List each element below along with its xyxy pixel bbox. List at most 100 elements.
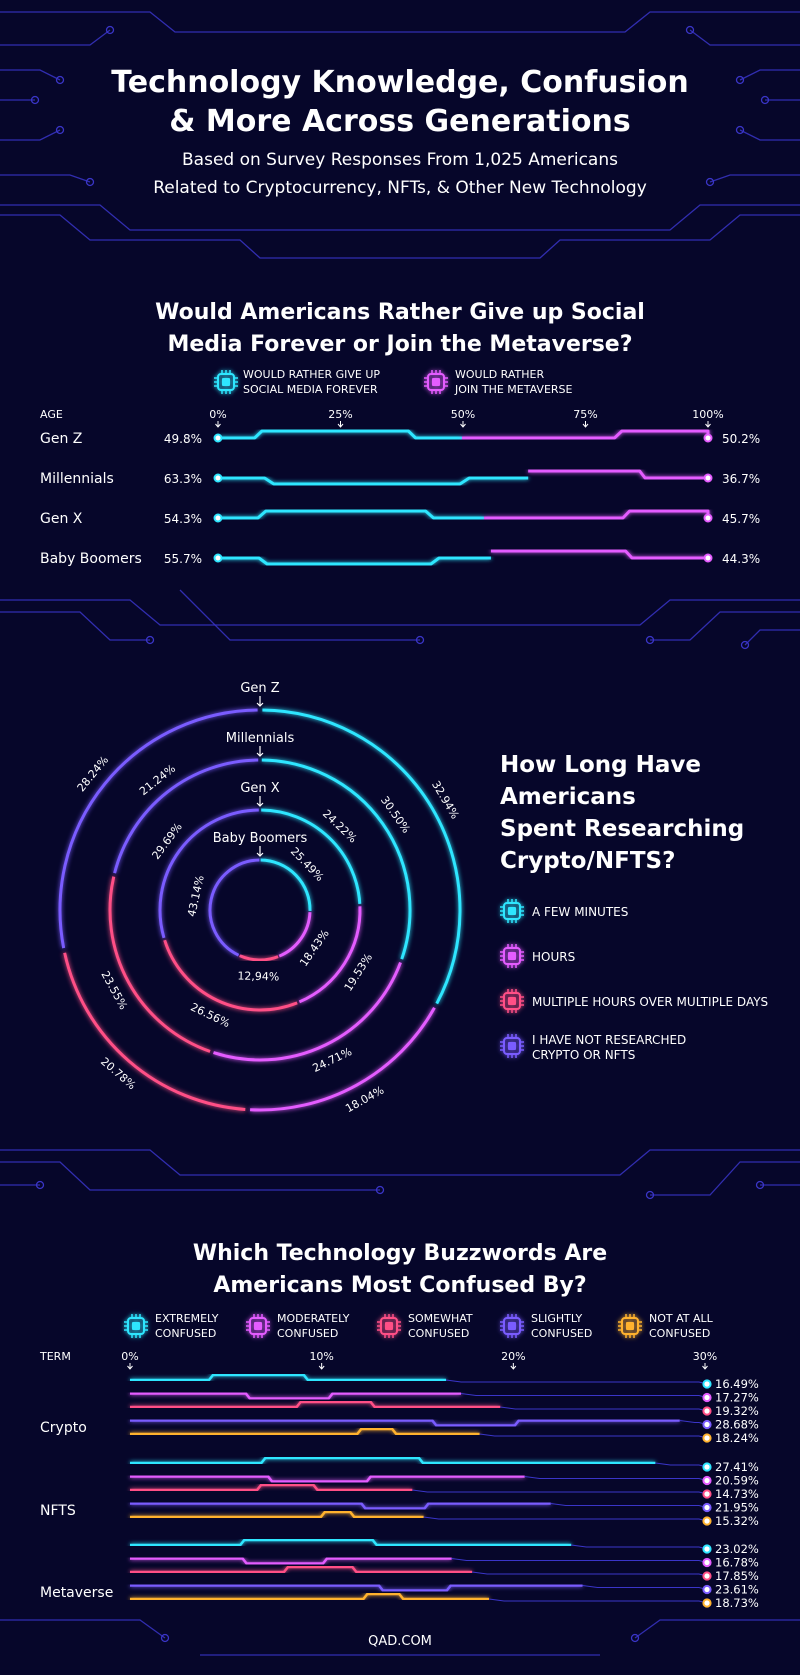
- chip-icon-core: [222, 378, 230, 386]
- circuit-trace: [0, 611, 150, 641]
- bar-confusion: [130, 1510, 424, 1519]
- connector-line: [423, 1516, 708, 1522]
- row-label-metaverse: Metaverse: [40, 1585, 113, 1601]
- age-column-header: AGE: [40, 408, 63, 421]
- legend-label: WOULD RATHER GIVE UP: [243, 368, 380, 381]
- row-label-crypto: Crypto: [40, 1420, 87, 1436]
- legend-label: CONFUSED: [649, 1327, 710, 1340]
- research-chart-title-line3: Spent Researching: [500, 816, 744, 842]
- x-tick-label: 25%: [328, 408, 352, 421]
- circuit-node: [415, 635, 425, 645]
- legend-label: MODERATELY: [277, 1312, 350, 1325]
- value-node: [702, 1475, 712, 1486]
- social-chart-title-line1: Would Americans Rather Give up Social: [155, 300, 645, 325]
- ring-segment: [261, 808, 362, 904]
- ring-segment: [239, 954, 279, 962]
- legend-label: MULTIPLE HOURS OVER MULTIPLE DAYS: [532, 995, 768, 1009]
- circuit-node: [55, 75, 65, 85]
- value-label: 20.59%: [715, 1474, 759, 1488]
- value-label: 44.3%: [722, 552, 760, 566]
- bar-metaverse: [528, 469, 708, 480]
- x-tick-arrow: [127, 1363, 133, 1370]
- value-label: 49.8%: [164, 432, 202, 446]
- legend-label: NOT AT ALL: [649, 1312, 714, 1325]
- circuit-node: [85, 177, 95, 187]
- social-media-vs-metaverse-chart: 0% 25% 50% 75% 100% Gen Z 49.8% 50.2% Millennial…: [40, 408, 760, 567]
- circuit-trace: [744, 629, 800, 646]
- circuit-trace-decoration: [0, 11, 800, 1656]
- connector-line: [500, 1406, 708, 1412]
- bar-confusion: [130, 1584, 583, 1592]
- x-tick-label: 20%: [501, 1350, 525, 1363]
- research-chart-title-line2: Americans: [500, 784, 636, 810]
- circuit-node: [30, 95, 40, 105]
- circuit-node: [35, 1180, 45, 1190]
- legend-label: SOCIAL MEDIA FOREVER: [243, 383, 378, 396]
- chip-icon: [214, 370, 238, 394]
- bar-confusion: [130, 1419, 680, 1427]
- connector-line: [582, 1585, 708, 1590]
- value-node: [702, 1433, 712, 1443]
- connector-line: [488, 1598, 708, 1604]
- legend-label: CONFUSED: [408, 1327, 469, 1340]
- bar-confusion: [130, 1557, 452, 1565]
- circuit-node: [645, 635, 655, 645]
- x-tick-arrow: [460, 421, 466, 428]
- bar-social-media: [218, 476, 529, 486]
- ring-value-label: 32.94%: [429, 779, 462, 822]
- circuit-node: [55, 125, 65, 135]
- legend-label: EXTREMELY: [155, 1312, 219, 1325]
- bar-social-media: [218, 509, 485, 520]
- connector-line: [655, 1462, 708, 1468]
- ring-segment: [163, 939, 298, 1012]
- bar-confusion: [130, 1427, 480, 1436]
- x-tick-arrow: [215, 421, 221, 428]
- bar-end-node: [703, 513, 713, 523]
- x-tick-arrow: [582, 421, 589, 428]
- x-tick-label: 100%: [692, 408, 723, 421]
- circuit-trace: [739, 69, 800, 81]
- page-title-line1: Technology Knowledge, Confusion: [111, 65, 689, 100]
- connector-line: [550, 1503, 708, 1508]
- value-label: 21.95%: [715, 1501, 759, 1515]
- connector-line: [451, 1558, 708, 1563]
- legend-label: WOULD RATHER: [455, 368, 544, 381]
- bar-confusion: [130, 1456, 656, 1465]
- bar-end-node: [703, 473, 713, 483]
- value-label: 18.73%: [715, 1596, 759, 1610]
- circuit-trace: [179, 589, 420, 641]
- circuit-trace: [0, 129, 61, 141]
- chip-icon-core: [508, 952, 516, 960]
- down-arrow-icon: [256, 696, 264, 707]
- value-node: [702, 1557, 712, 1568]
- value-label: 18.24%: [715, 1431, 759, 1445]
- buzzword-chart-legend: EXTREMELY CONFUSED MODERATELY CONFUSED SOMEW…: [124, 1312, 714, 1340]
- chip-icon: [500, 989, 524, 1013]
- bar-confusion: [130, 1475, 525, 1483]
- row-label-millennials: Millennials: [40, 471, 114, 487]
- footer-source: QAD.COM: [368, 1634, 432, 1649]
- research-chart-title-line4: Crypto/NFTS?: [500, 848, 675, 874]
- buzzword-chart-title-line1: Which Technology Buzzwords Are: [193, 1241, 607, 1266]
- page-subtitle-line1: Based on Survey Responses From 1,025 Ame…: [182, 150, 618, 170]
- circuit-node: [145, 635, 155, 645]
- ring-generation-label: Baby Boomers: [213, 831, 308, 846]
- ring-segment: [58, 708, 258, 949]
- value-label: 45.7%: [722, 512, 760, 526]
- ring-segment: [262, 708, 462, 1005]
- connector-line: [571, 1544, 708, 1550]
- x-tick-label: 50%: [451, 408, 475, 421]
- bar-confusion: [130, 1483, 413, 1492]
- circuit-trace: [0, 1161, 380, 1191]
- x-tick-label: 75%: [573, 408, 597, 421]
- chip-icon-core: [254, 1322, 262, 1330]
- circuit-trace: [0, 29, 111, 46]
- value-node: [702, 1516, 712, 1526]
- circuit-node: [105, 25, 115, 35]
- circuit-node: [705, 177, 715, 187]
- bar-metaverse: [490, 549, 708, 560]
- chip-icon: [246, 1314, 270, 1338]
- value-node: [702, 1571, 712, 1581]
- chip-icon: [500, 1034, 524, 1058]
